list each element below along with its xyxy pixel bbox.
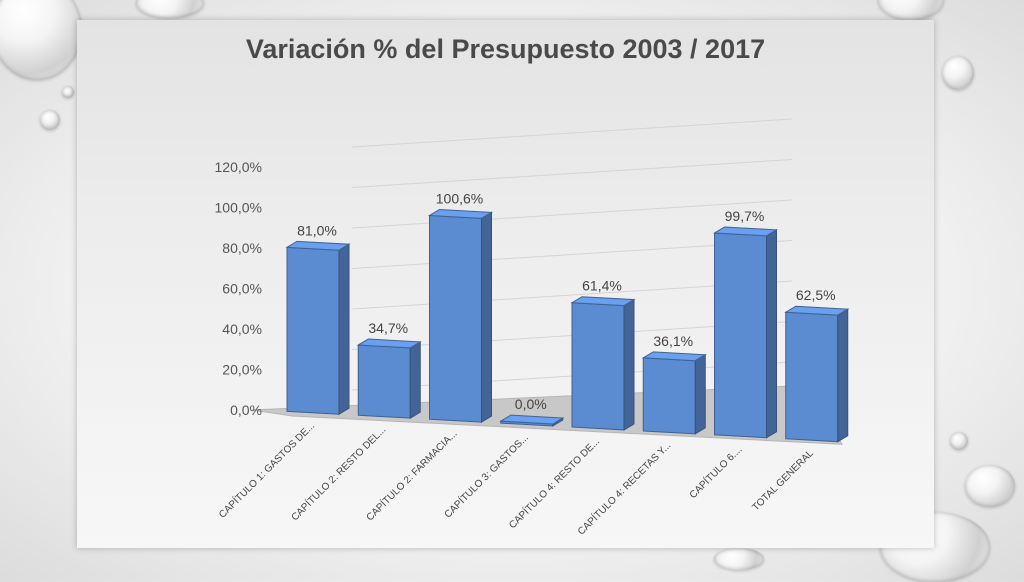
bar-side [837,308,849,443]
y-tick-label: 80,0% [222,240,262,256]
bar-side [409,341,421,420]
bar-front [357,344,411,419]
bar-top [285,240,351,251]
data-label: 61,4% [582,278,622,294]
y-tick-label: 120,0% [215,159,262,175]
gridline [351,118,793,148]
water-drop-decoration [714,548,764,570]
chart-title: Variación % del Presupuesto 2003 / 2017 [245,34,766,64]
bar-top [712,226,779,237]
y-tick-label: 60,0% [222,281,262,297]
y-tick-label: 0,0% [230,402,262,418]
bar-top [641,351,707,362]
water-drop-decoration [878,0,944,20]
data-label: 99,7% [725,208,765,224]
bar-side [766,228,777,439]
bar-top [784,305,850,316]
category-label: TOTAL GENERAL [750,448,816,514]
bar-front [785,311,839,443]
bar-front [571,302,625,431]
bar-top [570,296,636,307]
category-label: CAPÍTULO 6.... [686,443,744,501]
data-label: 34,7% [368,320,408,336]
data-label: 81,0% [297,222,337,238]
bar-front [429,214,482,423]
bar-front [286,246,340,415]
bar-chart: 0,0% 20,0% 40,0% 60,0% 80,0% 100,0% 120,0% 81,0… [215,118,850,538]
bar-side [623,298,635,431]
bar-top [499,414,565,425]
water-drop-decoration [62,86,74,98]
water-drop-decoration [950,432,968,450]
bar-side [481,211,492,423]
bar-front [714,232,767,439]
data-label: 100,6% [436,190,483,206]
bar-top [427,208,494,219]
bar-top [356,338,422,349]
y-tick-label: 40,0% [222,321,262,337]
y-tick-label: 100,0% [215,200,262,216]
water-drop-decoration [965,465,1015,507]
bar-front [642,357,696,435]
bar-side [338,243,350,416]
bar-side [694,353,706,435]
y-tick-label: 20,0% [222,362,262,378]
water-drop-decoration [40,110,60,130]
water-drop-decoration [942,56,974,90]
water-drop-decoration [0,0,82,80]
gridline [351,159,793,188]
chart-slide: Variación % del Presupuesto 2003 / 2017 … [77,20,934,548]
data-label: 62,5% [796,287,836,303]
water-drop-decoration [136,0,204,18]
gridline [351,199,793,229]
category-label: CAPÍTULO 3: GASTOS... [441,431,531,521]
data-label: 0,0% [515,396,547,412]
data-label: 36,1% [653,333,693,349]
